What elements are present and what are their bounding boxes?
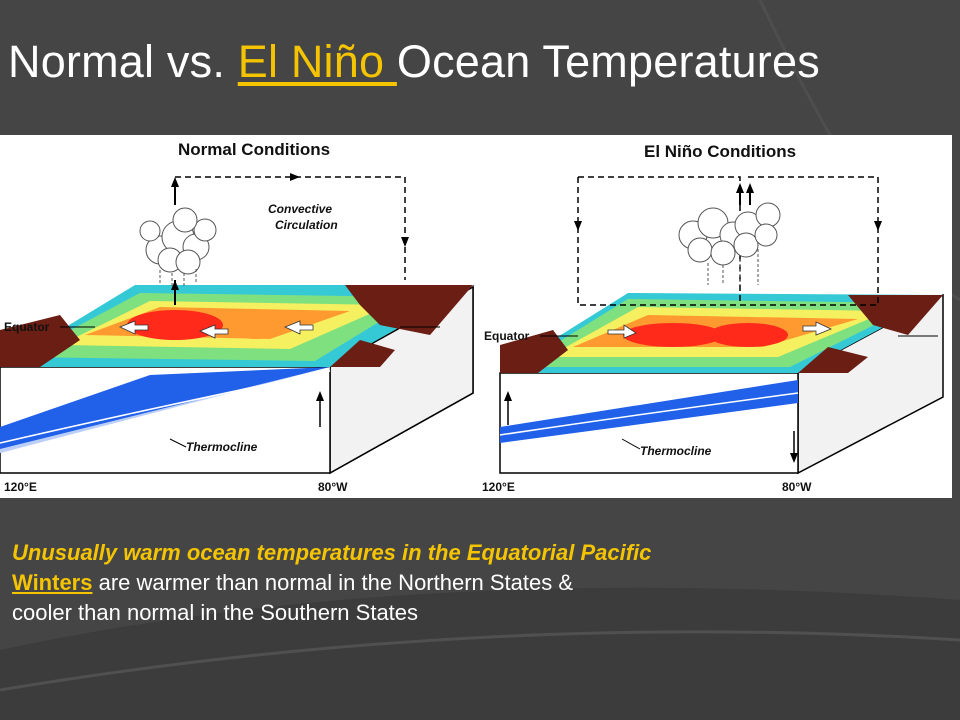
slide-title: Normal vs. El Niño Ocean Temperatures [8, 36, 820, 88]
normal-panel-title: Normal Conditions [178, 140, 330, 159]
winters-link[interactable]: Winters [12, 570, 93, 595]
caption-line3: cooler than normal in the Southern State… [12, 600, 419, 625]
el-nino-link[interactable]: El Niño [237, 36, 397, 87]
el-nino-conditions-diagram: El Niño Conditions Equator Thermocline 1… [478, 135, 952, 498]
normal-conditions-diagram: Normal Conditions Convective Circulation… [0, 135, 478, 498]
el-nino-thermocline-label: Thermocline [640, 444, 712, 458]
normal-equator-label: Equator [4, 320, 50, 334]
slide-caption: Unusually warm ocean temperatures in the… [12, 538, 952, 628]
el-nino-left-longitude: 120°E [482, 480, 515, 494]
circulation-label-line1: Convective [268, 202, 332, 216]
title-part2: Ocean Temperatures [396, 36, 820, 87]
normal-thermocline-label: Thermocline [186, 440, 258, 454]
normal-left-longitude: 120°E [4, 480, 37, 494]
el-nino-equator-label: Equator [484, 329, 530, 343]
el-nino-panel-title: El Niño Conditions [644, 142, 796, 161]
caption-warm-line: Unusually warm ocean temperatures in the… [12, 540, 652, 565]
el-nino-right-longitude: 80°W [782, 480, 812, 494]
title-part1: Normal vs. [8, 36, 238, 87]
normal-right-longitude: 80°W [318, 480, 348, 494]
circulation-label-line2: Circulation [275, 218, 338, 232]
caption-line2: are warmer than normal in the Northern S… [92, 570, 574, 595]
